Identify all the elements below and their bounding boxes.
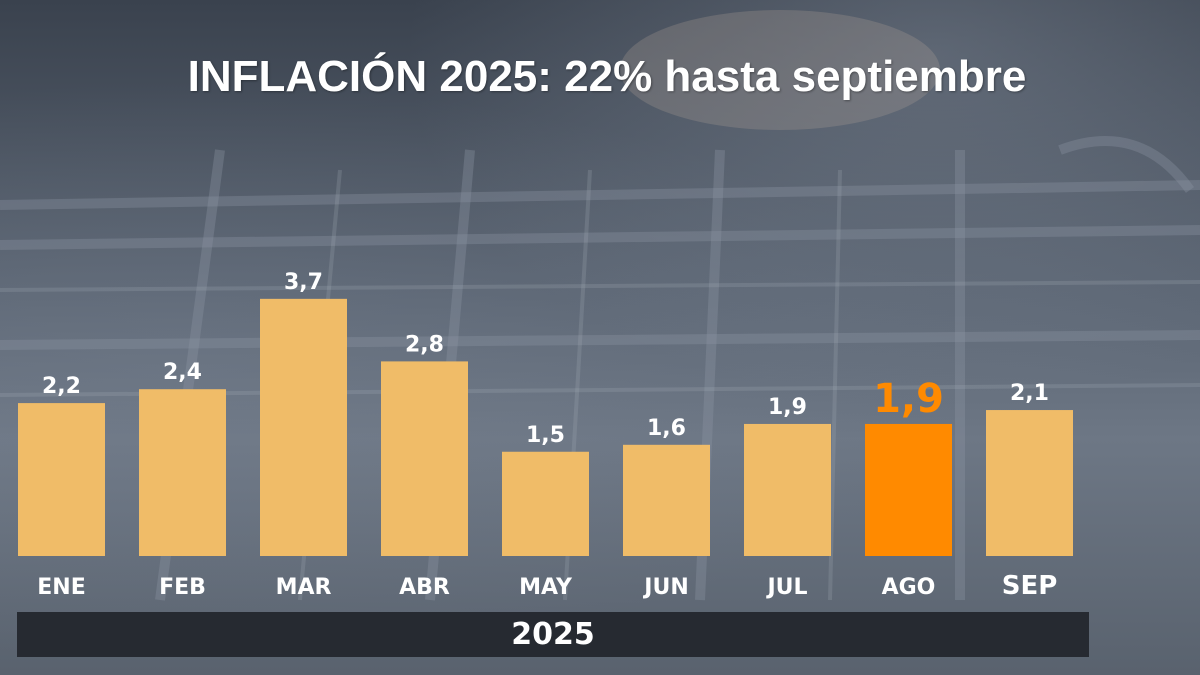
- value-label-may: 1,5: [526, 423, 565, 448]
- category-label-feb: FEB: [159, 575, 206, 600]
- value-label-sep: 2,1: [1010, 381, 1049, 406]
- bar-ago: [865, 423, 952, 556]
- category-label-ago: AGO: [882, 575, 936, 600]
- category-label-jul: JUL: [765, 575, 807, 600]
- category-label-may: MAY: [519, 575, 573, 600]
- chart-title: INFLACIÓN 2025: 22% hasta septiembre: [187, 52, 1027, 101]
- bar-may: [502, 451, 589, 556]
- value-label-ago: 1,9: [873, 376, 944, 422]
- bar-abr: [381, 361, 468, 556]
- value-label-mar: 3,7: [284, 270, 323, 295]
- value-label-feb: 2,4: [163, 360, 202, 385]
- bar-jul: [744, 423, 831, 556]
- x-axis-title: 2025: [511, 617, 595, 652]
- category-label-abr: ABR: [399, 575, 450, 600]
- category-label-mar: MAR: [276, 575, 332, 600]
- value-label-jul: 1,9: [768, 395, 807, 420]
- category-label-ene: ENE: [37, 575, 85, 600]
- year-band: [17, 612, 1089, 657]
- category-label-sep: SEP: [1002, 571, 1058, 601]
- value-label-abr: 2,8: [405, 332, 444, 357]
- bar-feb: [139, 389, 226, 556]
- bar-jun: [623, 444, 710, 556]
- value-label-jun: 1,6: [647, 416, 686, 441]
- bar-sep: [986, 410, 1073, 556]
- value-label-ene: 2,2: [42, 374, 81, 399]
- category-label-jun: JUN: [642, 575, 688, 600]
- bar-mar: [260, 298, 347, 556]
- bar-ene: [18, 403, 105, 556]
